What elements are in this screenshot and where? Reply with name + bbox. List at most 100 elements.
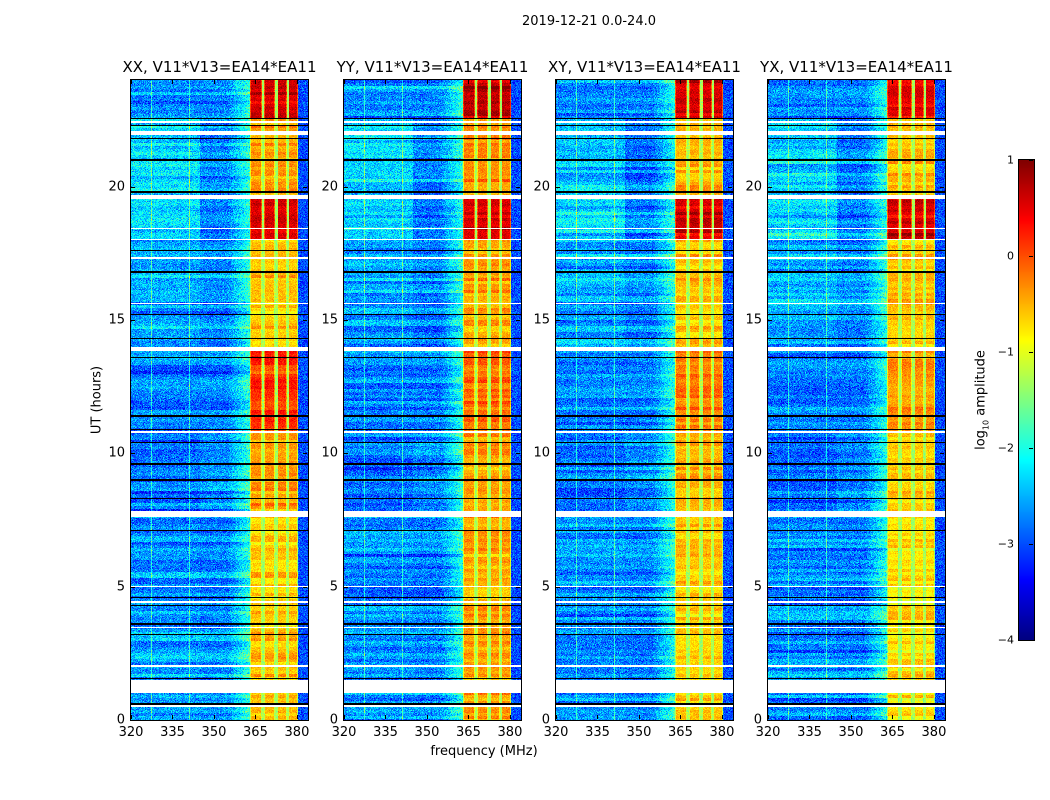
x-tick-label: 380 — [921, 725, 947, 740]
y-tick-mark — [728, 186, 732, 188]
y-tick-mark — [344, 720, 348, 721]
x-tick-mark — [638, 715, 640, 719]
x-tick-mark — [597, 80, 599, 84]
x-tick-mark — [213, 80, 215, 84]
x-tick-mark — [131, 80, 132, 84]
x-tick-label: 320 — [543, 725, 569, 740]
x-tick-mark — [468, 715, 470, 719]
panel-title: XX, V11*V13=EA14*EA11 — [122, 58, 317, 76]
x-tick-mark — [933, 80, 935, 84]
x-tick-label: 335 — [797, 725, 822, 740]
colorbar-tick-label: −2 — [997, 441, 1014, 455]
x-tick-label: 335 — [160, 725, 185, 740]
x-tick-mark — [255, 715, 257, 719]
x-tick-label: 365 — [243, 725, 268, 740]
y-tick-mark — [131, 320, 135, 321]
y-tick-label: 5 — [329, 579, 338, 595]
x-axis-label: frequency (MHz) — [430, 744, 538, 759]
x-tick-mark — [426, 715, 428, 719]
x-tick-label: 365 — [456, 725, 481, 740]
y-tick-mark — [940, 720, 944, 721]
x-tick-mark — [385, 80, 387, 84]
colorbar: 1 0 −1 −2 −3 −4 — [998, 154, 1035, 647]
y-tick-mark — [556, 453, 560, 455]
heatmap-yx — [768, 80, 945, 720]
x-tick-label: 320 — [118, 725, 144, 740]
y-tick-mark — [303, 586, 307, 588]
x-tick-mark — [556, 715, 557, 719]
panel-title: XY, V11*V13=EA14*EA11 — [548, 58, 741, 76]
y-tick-label: 10 — [321, 445, 338, 461]
y-tick-label: 15 — [108, 312, 125, 328]
figure-title: 2019-12-21 0.0-24.0 — [522, 14, 656, 29]
y-tick-mark — [516, 720, 520, 721]
x-tick-mark — [426, 80, 428, 84]
colorbar-tick-mark — [1029, 352, 1033, 353]
y-tick-mark — [303, 186, 307, 188]
y-tick-mark — [516, 586, 520, 588]
y-axis-label: UT (hours) — [89, 365, 105, 435]
y-tick-mark — [556, 586, 560, 588]
x-tick-mark — [296, 715, 298, 719]
x-tick-mark — [768, 80, 769, 84]
y-tick-mark — [344, 320, 348, 321]
y-tick-label: 15 — [533, 312, 550, 328]
x-tick-mark — [509, 80, 511, 84]
y-tick-label: 0 — [541, 712, 550, 728]
y-tick-mark — [728, 453, 732, 455]
x-tick-mark — [892, 715, 894, 719]
y-tick-label: 20 — [745, 179, 762, 195]
colorbar-tick-mark — [1029, 160, 1033, 161]
x-tick-mark — [850, 715, 852, 719]
colorbar-tick-label: 1 — [1007, 153, 1014, 167]
colorbar-tick-label: −3 — [997, 537, 1014, 551]
x-tick-mark — [680, 80, 682, 84]
x-tick-mark — [172, 715, 174, 719]
x-tick-label: 320 — [331, 725, 357, 740]
x-tick-mark — [385, 715, 387, 719]
x-tick-label: 350 — [414, 725, 440, 740]
y-tick-mark — [344, 586, 348, 588]
x-tick-label: 335 — [373, 725, 398, 740]
y-tick-label: 10 — [745, 445, 762, 461]
x-tick-mark — [344, 80, 345, 84]
x-tick-mark — [597, 715, 599, 719]
y-tick-label: 5 — [753, 579, 762, 595]
y-tick-mark — [768, 720, 772, 721]
y-tick-label: 15 — [745, 312, 762, 328]
x-tick-mark — [172, 80, 174, 84]
x-tick-mark — [892, 80, 894, 84]
heatmap-xx — [131, 80, 308, 720]
y-tick-label: 10 — [108, 445, 125, 461]
y-tick-label: 10 — [533, 445, 550, 461]
x-tick-mark — [809, 715, 811, 719]
panel-title: YY, V11*V13=EA14*EA11 — [336, 58, 529, 76]
y-tick-mark — [768, 586, 772, 588]
y-tick-mark — [131, 720, 135, 721]
heatmap-yy — [344, 80, 521, 720]
x-tick-mark — [556, 80, 557, 84]
x-tick-mark — [255, 80, 257, 84]
y-tick-mark — [940, 320, 944, 321]
panel-yx: YX, V11*V13=EA14*EA11 0 5 10 15 20 320 335 350 3… — [745, 58, 952, 740]
panel-title: YX, V11*V13=EA14*EA11 — [760, 58, 953, 76]
x-tick-mark — [131, 715, 132, 719]
x-tick-label: 365 — [880, 725, 905, 740]
colorbar-tick-label: −4 — [997, 633, 1014, 647]
y-tick-mark — [516, 186, 520, 188]
x-tick-mark — [638, 80, 640, 84]
y-tick-mark — [556, 720, 560, 721]
x-tick-label: 380 — [709, 725, 735, 740]
y-tick-mark — [728, 720, 732, 721]
x-tick-mark — [680, 715, 682, 719]
y-tick-label: 0 — [329, 712, 338, 728]
panel-yy: YY, V11*V13=EA14*EA11 0 5 10 15 20 320 335 350 3… — [321, 58, 528, 740]
x-tick-mark — [344, 715, 345, 719]
y-tick-mark — [344, 186, 348, 188]
y-tick-mark — [940, 586, 944, 588]
x-tick-label: 350 — [838, 725, 864, 740]
colorbar-tick-mark — [1029, 256, 1033, 257]
x-tick-mark — [809, 80, 811, 84]
y-tick-label: 20 — [108, 179, 125, 195]
